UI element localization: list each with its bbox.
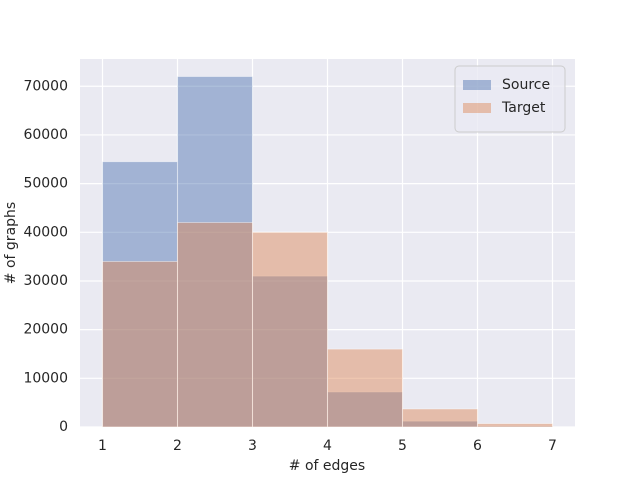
- y-tick-label: 30000: [23, 273, 68, 289]
- y-tick-label: 40000: [23, 224, 68, 240]
- labels: 0 10000 20000 30000 40000 50000 60000 70000 1 2 3 4…: [23, 78, 557, 454]
- y-axis-label: # of graphs: [3, 202, 19, 284]
- bar: [402, 408, 478, 428]
- legend-label: Source: [502, 77, 550, 93]
- bar: [477, 423, 553, 428]
- legend-swatch: [463, 103, 491, 113]
- x-tick-label: 4: [323, 438, 332, 454]
- x-tick-label: 5: [398, 438, 407, 454]
- bar: [252, 275, 328, 428]
- y-tick-label: 60000: [23, 127, 68, 143]
- bar: [252, 231, 328, 428]
- x-tick-label: 2: [173, 438, 182, 454]
- legend: Source Target: [454, 65, 566, 133]
- bar: [102, 261, 178, 428]
- x-axis-label: # of edges: [289, 458, 365, 474]
- bar: [177, 222, 253, 428]
- x-tick-label: 1: [98, 438, 107, 454]
- bar: [177, 76, 253, 428]
- y-tick-label: 70000: [23, 78, 68, 94]
- y-tick-label: 10000: [23, 370, 68, 386]
- y-tick-label: 50000: [23, 176, 68, 192]
- bars: [102, 76, 553, 428]
- bar: [327, 348, 403, 428]
- legend-box: [454, 65, 566, 133]
- legend-swatch: [463, 80, 491, 90]
- x-tick-label: 6: [473, 438, 482, 454]
- x-tick-label: 7: [548, 438, 557, 454]
- y-tick-label: 20000: [23, 322, 68, 338]
- x-tick-label: 3: [248, 438, 257, 454]
- bar: [102, 161, 178, 428]
- y-tick-label: 0: [59, 419, 68, 435]
- legend-label: Target: [501, 100, 546, 116]
- bar: [327, 391, 403, 428]
